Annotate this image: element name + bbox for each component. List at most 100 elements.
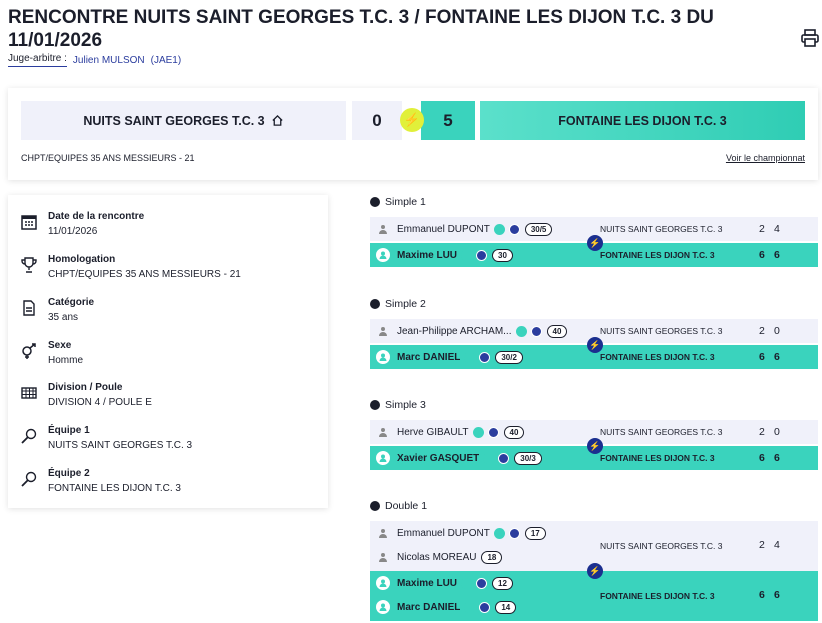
- player-line: Nicolas MOREAU 18: [370, 545, 503, 569]
- winner-row[interactable]: Maxime LUU 12 Marc DANIEL 14 FONTAINE LE…: [370, 571, 818, 621]
- club-name: FONTAINE LES DIJON T.C. 3: [600, 352, 715, 362]
- set-score: 6: [759, 351, 765, 363]
- user-icon: [376, 526, 390, 540]
- match-simple-3: Simple 3 Herve GIBAULT 40 NUITS SAINT GE…: [370, 398, 818, 470]
- info-homologation: Homologation CHPT/EQUIPES 35 ANS MESSIEUR…: [20, 252, 241, 283]
- set-score: 6: [774, 589, 780, 601]
- info-equipe1: Équipe 1 NUITS SAINT GEORGES T.C. 3: [20, 423, 192, 454]
- info-title: Catégorie: [48, 297, 95, 308]
- player-line: Maxime LUU 12: [370, 571, 513, 595]
- loser-row[interactable]: Emmanuel DUPONT 17 Nicolas MOREAU 18 NUI…: [370, 521, 818, 571]
- home-team-name: NUITS SAINT GEORGES T.C. 3: [83, 113, 265, 128]
- tennis-badge-icon: [472, 426, 484, 438]
- tennis-badge-icon: [493, 527, 505, 539]
- player-name[interactable]: Nicolas MOREAU: [397, 551, 477, 563]
- set-score: 2: [759, 325, 765, 337]
- set-score: 6: [759, 249, 765, 261]
- home-icon: [272, 114, 283, 126]
- set-score: 6: [759, 452, 765, 464]
- away-team[interactable]: FONTAINE LES DIJON T.C. 3: [480, 101, 805, 140]
- trophy-icon: [21, 257, 37, 273]
- info-title: Date de la rencontre: [48, 211, 145, 222]
- away-score: 5: [421, 101, 475, 140]
- info-value: FONTAINE LES DIJON T.C. 3: [48, 483, 181, 494]
- voir-championnat-link[interactable]: Voir le championnat: [725, 153, 805, 163]
- set-score: 4: [774, 223, 780, 235]
- player-name[interactable]: Marc DANIEL: [397, 601, 461, 613]
- set-score: 2: [759, 426, 765, 438]
- player-name[interactable]: Marc DANIEL: [397, 351, 461, 363]
- user-icon: [376, 324, 390, 338]
- player-name[interactable]: Xavier GASQUET: [397, 452, 480, 464]
- player-name[interactable]: Emmanuel DUPONT: [397, 223, 490, 235]
- user-icon: [376, 451, 390, 465]
- set-score: 6: [774, 452, 780, 464]
- info-title: Homologation: [48, 254, 116, 265]
- user-icon: [376, 350, 390, 364]
- player-rank: 30: [492, 248, 513, 262]
- info-title: Sexe: [48, 340, 72, 351]
- print-icon[interactable]: [800, 28, 820, 48]
- juge-label: Juge-arbitre :: [8, 53, 67, 67]
- user-icon: [376, 600, 390, 614]
- player-rank: 18: [481, 550, 503, 564]
- winner-row[interactable]: Maxime LUU 30 FONTAINE LES DIJON T.C. 3 …: [370, 243, 818, 267]
- club-name: NUITS SAINT GEORGES T.C. 3: [600, 224, 723, 234]
- info-value: 35 ans: [48, 312, 79, 323]
- player-name[interactable]: Jean-Philippe ARCHAM...: [397, 325, 512, 337]
- player-rank: 14: [495, 600, 517, 614]
- player-rank: 17: [524, 526, 546, 540]
- tennis-ball-icon: [370, 197, 380, 207]
- info-equipe2: Équipe 2 FONTAINE LES DIJON T.C. 3: [20, 466, 181, 497]
- info-categorie: Catégorie 35 ans: [20, 295, 94, 326]
- player-rank: 40: [546, 324, 568, 338]
- set-score: 2: [759, 223, 765, 235]
- club-name: NUITS SAINT GEORGES T.C. 3: [600, 326, 723, 336]
- info-date: Date de la rencontre 11/01/2026: [20, 209, 144, 240]
- lightning-icon: ⚡: [587, 438, 603, 454]
- club-badge-icon: [476, 249, 488, 261]
- tennis-badge-icon: [493, 223, 505, 235]
- racket-icon: [21, 471, 37, 487]
- tennis-ball-icon: [370, 501, 380, 511]
- tennis-ball-icon: [370, 299, 380, 309]
- lightning-icon: ⚡: [400, 108, 424, 132]
- match-header: Simple 3: [370, 399, 426, 411]
- juge-level: (JAE1): [150, 54, 182, 66]
- info-value: 11/01/2026: [48, 226, 98, 237]
- info-value: CHPT/EQUIPES 35 ANS MESSIEURS - 21: [48, 269, 241, 280]
- match-header: Simple 2: [370, 298, 426, 310]
- club-badge-icon: [530, 325, 542, 337]
- tennis-badge-icon: [515, 325, 527, 337]
- winner-row[interactable]: Xavier GASQUET 30/3 FONTAINE LES DIJON T…: [370, 446, 818, 470]
- info-title: Équipe 2: [48, 468, 90, 479]
- player-name[interactable]: Herve GIBAULT: [397, 426, 469, 438]
- lightning-icon: ⚡: [587, 563, 603, 579]
- home-team[interactable]: NUITS SAINT GEORGES T.C. 3: [21, 101, 346, 140]
- match-label: Simple 3: [385, 399, 426, 411]
- set-score: 0: [774, 426, 780, 438]
- match-simple-2: Simple 2 Jean-Philippe ARCHAM... 40 NUIT…: [370, 297, 818, 369]
- player-name[interactable]: Maxime LUU: [397, 249, 458, 261]
- championship-label: CHPT/EQUIPES 35 ANS MESSIEURS - 21: [21, 153, 195, 163]
- club-name: NUITS SAINT GEORGES T.C. 3: [600, 541, 723, 551]
- home-score: 0: [352, 101, 402, 140]
- player-name[interactable]: Maxime LUU: [397, 577, 458, 589]
- juge-name-link[interactable]: Julien MULSON: [72, 54, 145, 66]
- info-value: DIVISION 4 / POULE E: [48, 397, 152, 408]
- set-score: 6: [774, 351, 780, 363]
- player-line: Emmanuel DUPONT 17: [370, 521, 546, 545]
- match-header: Simple 1: [370, 196, 426, 208]
- juge-arbitre: Juge-arbitre : Julien MULSON (JAE1): [8, 53, 181, 67]
- tennis-ball-icon: [370, 400, 380, 410]
- match-label: Double 1: [385, 500, 428, 512]
- tennis-badge-icon: [464, 351, 476, 363]
- lightning-icon: ⚡: [587, 235, 603, 251]
- club-badge-icon: [498, 452, 510, 464]
- info-title: Équipe 1: [48, 425, 90, 436]
- calendar-icon: [21, 215, 37, 230]
- player-rank: 30/3: [514, 451, 542, 465]
- tennis-badge-icon: [464, 601, 476, 613]
- tennis-badge-icon: [461, 577, 473, 589]
- player-name[interactable]: Emmanuel DUPONT: [397, 527, 490, 539]
